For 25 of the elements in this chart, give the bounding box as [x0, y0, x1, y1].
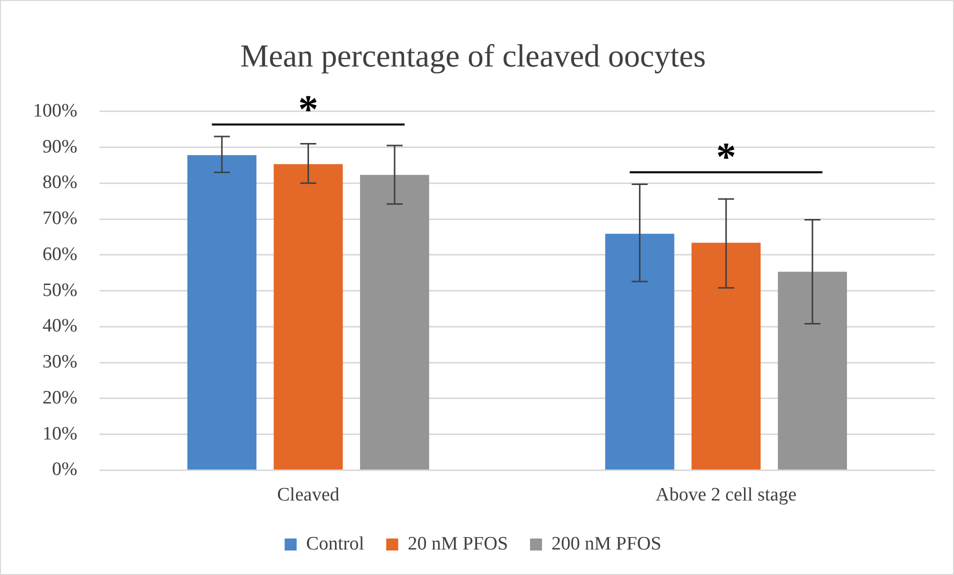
bar	[605, 234, 674, 470]
y-tick-label: 70%	[42, 208, 78, 230]
x-tick-label: Cleaved	[277, 484, 340, 506]
y-tick-label: 30%	[42, 352, 78, 373]
y-tick-label: 20%	[42, 387, 78, 408]
y-tick-label: 40%	[42, 316, 78, 337]
legend-label: 200 nM PFOS	[552, 533, 662, 554]
y-tick-label: 100%	[33, 100, 78, 122]
annotation: *	[716, 134, 736, 180]
y-tick-label: 10%	[42, 423, 78, 444]
bar	[274, 164, 343, 470]
y-tick-label: 90%	[42, 136, 78, 158]
y-tick-label: 0%	[52, 459, 78, 480]
chart-title: Mean percentage of cleaved oocytes	[240, 38, 706, 74]
legend-label: 20 nM PFOS	[408, 533, 508, 554]
y-tick-label: 60%	[42, 244, 78, 265]
x-tick-label: Above 2 cell stage	[656, 484, 797, 506]
legend-label: Control	[306, 533, 364, 554]
annotation: *	[298, 86, 318, 132]
bar	[692, 242, 761, 470]
y-tick-label: 50%	[42, 280, 78, 301]
y-tick-label: 80%	[42, 172, 78, 194]
bar	[778, 272, 847, 470]
bar	[187, 155, 256, 470]
bar	[360, 174, 430, 470]
